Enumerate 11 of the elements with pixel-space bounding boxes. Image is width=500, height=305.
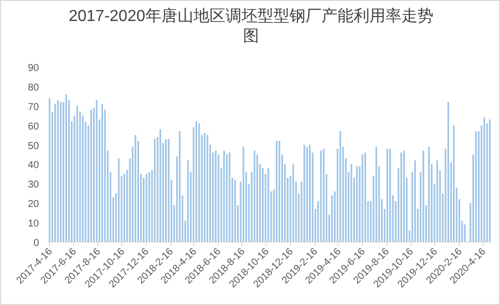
y-tick-label: 10 xyxy=(28,218,40,230)
y-tick-label: 20 xyxy=(28,199,40,210)
chart-title: 2017-2020年唐山地区调坯型型钢厂产能利用率走势图 xyxy=(68,7,434,47)
y-tick-label: 40 xyxy=(28,160,40,172)
y-tick-label: 30 xyxy=(28,180,40,191)
y-tick-label: 70 xyxy=(28,102,40,113)
y-tick-label: 60 xyxy=(28,121,40,132)
y-tick-label: 50 xyxy=(28,140,40,152)
y-tick-label: 0 xyxy=(33,238,40,249)
y-tick-label: 90 xyxy=(28,63,40,74)
y-tick-label: 80 xyxy=(28,82,40,94)
